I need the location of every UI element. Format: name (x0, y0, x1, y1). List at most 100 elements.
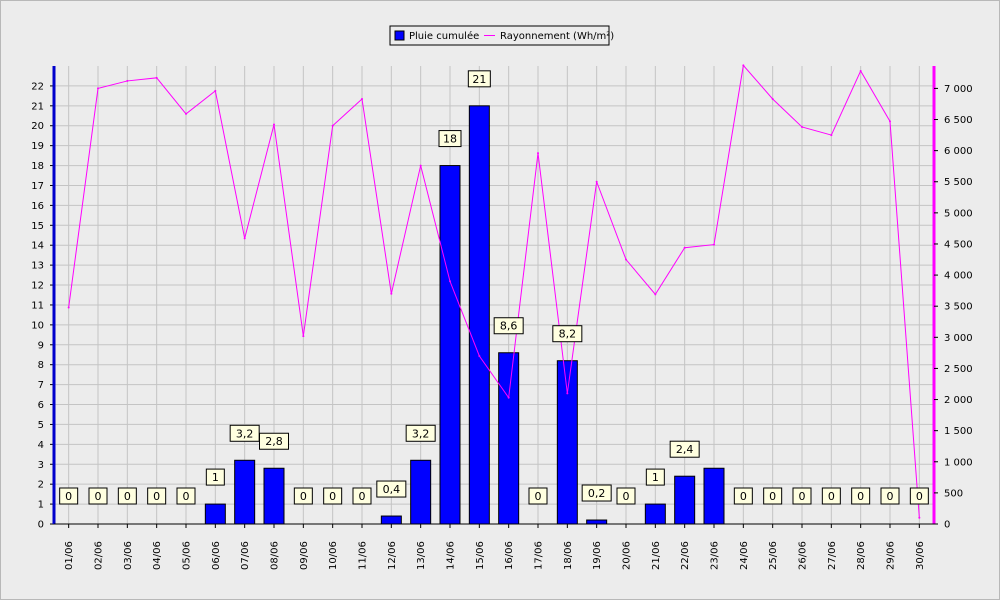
data-label-box (792, 487, 812, 505)
data-label-box (147, 487, 167, 505)
y-right-tick-label: 3 000 (944, 333, 973, 344)
x-tick-label: 24/06 (739, 541, 750, 570)
x-tick-label: 17/06 (534, 541, 545, 570)
x-tick-label: 03/06 (123, 541, 134, 570)
x-tick-label: 06/06 (211, 541, 222, 570)
y-left-tick-label: 5 (38, 420, 44, 431)
x-tick-label: 22/06 (680, 541, 691, 570)
data-label-box (821, 487, 841, 505)
y-right-tick-label: 1 000 (944, 457, 973, 468)
data-label-box (117, 487, 137, 505)
bar-pluie (410, 459, 432, 525)
data-label: 0 (124, 490, 131, 503)
bar-pluie (674, 475, 696, 525)
point-rayonnement (273, 123, 275, 126)
data-label: 0 (329, 490, 336, 503)
data-label-box (376, 480, 407, 498)
data-label-box (880, 487, 900, 505)
data-label: 3,2 (412, 427, 430, 440)
x-tick-label: 16/06 (504, 541, 515, 570)
point-rayonnement (331, 124, 334, 127)
data-label-box (259, 432, 289, 450)
y-right-tick-label: 6 000 (944, 146, 973, 157)
y-left-tick-label: 14 (31, 241, 44, 252)
x-tick-label: 13/06 (416, 541, 427, 570)
y-left-tick-label: 16 (31, 201, 44, 212)
x-tick-label: 01/06 (64, 541, 75, 570)
y-left-tick-label: 2 (38, 480, 44, 491)
data-label: 0 (300, 490, 307, 503)
data-label: 0 (769, 490, 776, 503)
point-rayonnement (67, 306, 70, 309)
y-left-tick-label: 12 (31, 281, 44, 292)
x-tick-label: 02/06 (94, 541, 105, 570)
data-label-box (467, 70, 491, 88)
y-right-tick-label: 4 000 (944, 271, 973, 282)
y-right-tick-label: 500 (944, 488, 963, 499)
y-left-tick-label: 10 (31, 320, 44, 331)
data-label-box (669, 440, 700, 458)
y-right-tick-label: 5 000 (944, 208, 973, 219)
plot-area (54, 66, 934, 524)
data-label: 0 (153, 490, 160, 503)
point-rayonnement (361, 97, 363, 100)
y-left-tick-label: 9 (38, 340, 44, 351)
data-label: 2,8 (265, 435, 283, 448)
x-tick-label: 23/06 (710, 541, 721, 570)
bar-pluie (644, 503, 666, 525)
x-tick-label: 19/06 (592, 541, 603, 570)
data-label-box (352, 487, 372, 505)
bar-pluie (556, 360, 578, 525)
data-label: 1 (652, 471, 659, 484)
point-rayonnement (889, 120, 891, 123)
data-label: 0 (95, 490, 102, 503)
data-label-box (528, 487, 548, 505)
data-label: 0 (183, 490, 190, 503)
data-label: 0,2 (588, 487, 606, 500)
point-rayonnement (713, 243, 715, 246)
point-rayonnement (390, 292, 393, 295)
y-left-tick-label: 19 (31, 141, 44, 152)
data-label: 0 (916, 490, 923, 503)
point-rayonnement (419, 164, 422, 167)
legend-box (389, 25, 610, 46)
bar-pluie (234, 459, 256, 525)
data-label: 0,4 (383, 483, 401, 496)
y-left-tick-label: 4 (38, 440, 44, 451)
y-left-tick-label: 13 (31, 261, 44, 272)
point-rayonnement (478, 354, 481, 357)
x-tick-label: 08/06 (270, 541, 281, 570)
legend-label-rayonnement: Rayonnement (Wh/m²) (500, 31, 614, 42)
line-rayonnement (68, 64, 920, 518)
point-rayonnement (683, 246, 686, 249)
point-rayonnement (742, 64, 745, 67)
x-tick-label: 10/06 (328, 541, 339, 570)
y-right-tick-label: 1 500 (944, 426, 973, 437)
data-label-box (323, 487, 343, 505)
data-label-box (59, 487, 79, 505)
legend-label-pluie: Pluie cumulée (409, 30, 479, 42)
y-left-tick-label: 11 (31, 300, 44, 311)
point-rayonnement (97, 87, 99, 90)
bar-pluie (263, 467, 285, 525)
x-tick-label: 20/06 (622, 541, 633, 570)
point-rayonnement (595, 180, 598, 183)
data-label-box (581, 484, 612, 502)
bar-pluie (204, 503, 226, 525)
x-tick-label: 27/06 (827, 541, 838, 570)
y-right-tick-label: 6 500 (944, 115, 973, 126)
data-label-box (176, 487, 196, 505)
y-left-tick-label: 22 (31, 81, 44, 92)
bar-pluie (703, 467, 725, 525)
x-tick-label: 04/06 (152, 541, 163, 570)
data-label: 0 (828, 490, 835, 503)
x-tick-label: 09/06 (299, 541, 310, 570)
y-left-tick-label: 6 (38, 400, 44, 411)
data-label: 0 (359, 490, 366, 503)
y-left-tick-label: 3 (38, 460, 44, 471)
bar-pluie (498, 352, 520, 525)
bar-pluie (439, 165, 461, 525)
data-label: 0 (623, 490, 630, 503)
y-left-tick-label: 20 (31, 121, 44, 132)
